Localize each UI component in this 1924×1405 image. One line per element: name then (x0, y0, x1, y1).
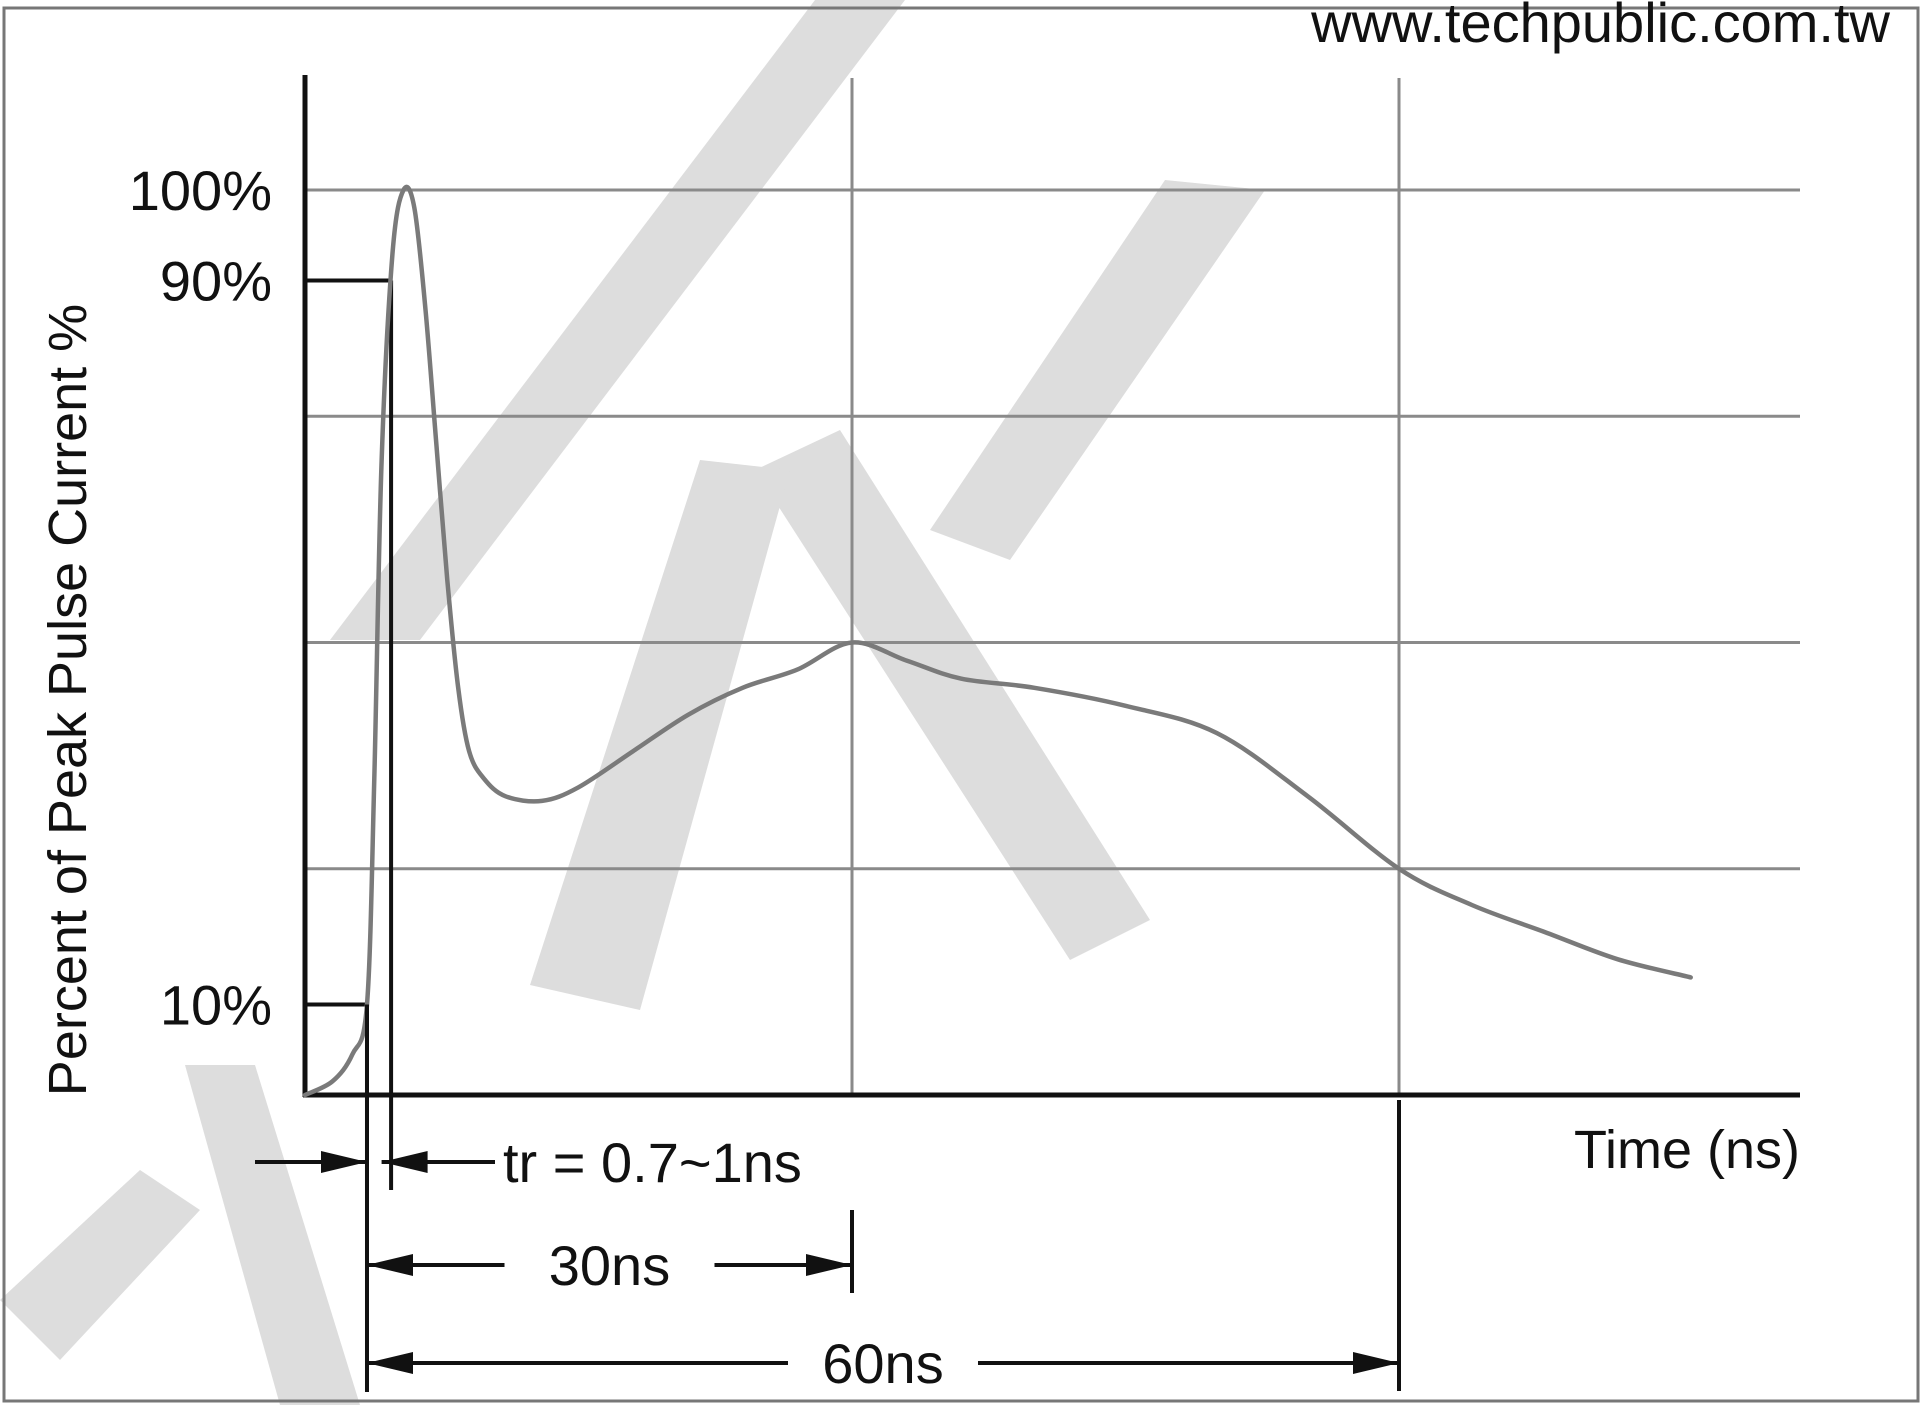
annotations: tr = 0.7~1ns 30ns 60ns (255, 1004, 1401, 1395)
annotation-1-right-arrow (806, 1254, 852, 1276)
annotation-2-label: 60ns (822, 1332, 943, 1395)
axes (302, 75, 1800, 1098)
grid-lines (305, 78, 1800, 1095)
y-tick-label-100: 100% (129, 159, 272, 222)
annotation-0-label: tr = 0.7~1ns (503, 1131, 802, 1194)
x-axis-label: Time (ns) (1574, 1120, 1800, 1180)
plot-frame (2, 6, 1920, 1403)
annotation-0-right-arrow (381, 1151, 428, 1173)
y-tick-labels: 100% 90% 10% (129, 159, 272, 1037)
annotation-1-left-arrow (366, 1254, 413, 1276)
annotation-2-right-arrow (1353, 1352, 1399, 1374)
series-line-0 (302, 184, 1693, 1098)
annotation-2-left-arrow (366, 1352, 413, 1374)
annotation-1-label: 30ns (549, 1234, 670, 1297)
y-tick-label-90: 90% (160, 250, 272, 313)
annotation-0-left-arrow (320, 1151, 367, 1173)
y-axis-label: Percent of Peak Pulse Current % (38, 304, 98, 1096)
y-tick-label-10: 10% (160, 974, 272, 1037)
series-group (302, 184, 1693, 1098)
watermark-url: www.techpublic.com.tw (1310, 0, 1890, 54)
